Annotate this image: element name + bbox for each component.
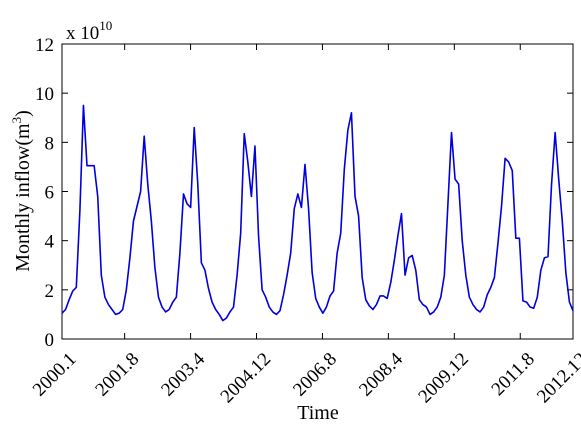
y-axis-label-suffix: ) <box>12 110 34 117</box>
y-multiplier-exp: 10 <box>99 18 112 33</box>
x-tick-label: 2008.4 <box>355 348 407 400</box>
y-multiplier: x 1010 <box>66 18 112 44</box>
x-tick-label: 2011.8 <box>488 349 539 400</box>
y-multiplier-prefix: x 10 <box>66 23 99 44</box>
y-tick-label: 0 <box>45 330 55 351</box>
x-tick-label: 2006.8 <box>289 349 341 401</box>
series-line <box>61 104 574 322</box>
y-tick-label: 10 <box>35 84 54 105</box>
x-axis: 2000.1 2001.8 2003.4 2004.12 2006.8 2008.4 200… <box>29 44 581 407</box>
x-tick-label: 2004.12 <box>217 349 276 408</box>
x-tick-label: 2009.12 <box>414 349 473 408</box>
plot-frame <box>61 43 574 340</box>
x-tick-label: 2012.12 <box>533 349 581 408</box>
x-tick-label: 2000.1 <box>29 349 81 401</box>
y-tick-label: 4 <box>45 232 55 253</box>
y-axis: 0 2 4 6 8 10 12 <box>35 35 573 351</box>
y-axis-label: Monthly inflow(m3) <box>9 110 34 272</box>
y-tick-label: 12 <box>35 35 54 56</box>
y-tick-label: 2 <box>45 281 55 302</box>
x-axis-label: Time <box>297 402 339 424</box>
x-tick-label: 2001.8 <box>91 349 143 401</box>
y-tick-label: 6 <box>45 183 55 204</box>
x-tick-label: 2003.4 <box>157 348 209 400</box>
y-tick-label: 8 <box>45 133 55 154</box>
y-axis-label-exp: 3 <box>9 117 24 124</box>
y-axis-label-prefix: Monthly inflow(m <box>12 123 34 272</box>
